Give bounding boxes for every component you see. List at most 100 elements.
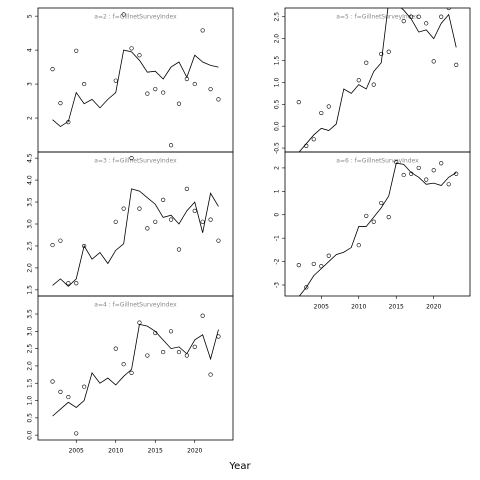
point [379, 200, 384, 206]
y-tick-label: 0 [274, 213, 281, 217]
y-tick-label: 4.0 [27, 175, 34, 185]
y-tick-label: 2.5 [27, 344, 34, 354]
y-tick-label: 3.0 [27, 326, 34, 336]
y-tick-label: 2.0 [274, 34, 281, 44]
point [161, 197, 166, 202]
point [208, 87, 213, 92]
point [50, 67, 55, 72]
point [416, 14, 421, 19]
plot-area [296, 159, 459, 296]
line [298, 162, 457, 296]
panel-title: a=3 : f=GillnetSurveyIndex [94, 158, 177, 165]
point [431, 168, 436, 173]
point [82, 243, 87, 249]
point [121, 206, 126, 211]
x-tick-label: 2005 [69, 448, 84, 455]
point [161, 90, 166, 95]
point [153, 219, 158, 224]
point [401, 172, 406, 178]
panel: a=2 : f=GillnetSurveyIndex 2 3 4 5 [27, 7, 234, 153]
panel-title: a=5 : f=GillnetSurveyIndex [336, 14, 419, 21]
point [364, 213, 369, 219]
x-tick-label: 2010 [108, 448, 123, 455]
x-tick-label: 2020 [426, 304, 441, 311]
point [192, 81, 197, 87]
point [82, 384, 87, 389]
y-tick-label: 4.5 [27, 153, 34, 163]
point [161, 349, 166, 355]
point [311, 261, 316, 267]
point [356, 78, 361, 83]
line [52, 323, 219, 417]
y-tick-label: 3 [27, 82, 34, 86]
point [296, 262, 301, 268]
point [121, 362, 126, 367]
y-tick-label: 3.0 [27, 219, 34, 229]
point [208, 217, 213, 222]
y-tick-label: 0.0 [274, 121, 281, 131]
point [168, 329, 174, 334]
point [386, 49, 391, 54]
point [319, 110, 324, 116]
point [74, 431, 79, 436]
plot-area [50, 12, 221, 148]
point [454, 62, 459, 67]
point [113, 219, 118, 224]
point [145, 91, 150, 96]
y-tick-label: 1.0 [27, 396, 34, 406]
y-tick-label: -0.5 [274, 142, 281, 154]
plot-area [296, 4, 459, 152]
plot-area [50, 313, 221, 436]
y-tick-label: 0.0 [27, 430, 34, 440]
y-tick-label: 4 [27, 48, 34, 52]
point [394, 4, 398, 8]
y-tick-label: 1 [274, 189, 281, 193]
point [192, 208, 197, 213]
line [52, 49, 219, 128]
point [439, 161, 444, 166]
point [192, 344, 197, 349]
point [326, 104, 331, 109]
point [446, 182, 451, 187]
point [364, 60, 369, 65]
point [446, 8, 451, 11]
point [326, 253, 331, 258]
panel-frame [284, 7, 471, 153]
point [50, 242, 55, 248]
point [121, 12, 126, 17]
point [113, 346, 118, 351]
point [58, 100, 63, 106]
point [176, 101, 182, 106]
point [401, 19, 406, 24]
x-tick-label: 2015 [148, 448, 163, 455]
y-tick-label: 2.5 [27, 241, 34, 251]
panel: a=5 : f=GillnetSurveyIndex -0.5 0.0 0.5 1.0 1… [274, 4, 471, 154]
panel-frame [37, 151, 234, 297]
panel: a=6 : f=GillnetSurveyIndex -3 -2 -1 0 1 2 2005 2… [274, 151, 471, 311]
x-tick-label: 2005 [314, 304, 329, 311]
y-tick-label: 3.5 [27, 309, 34, 319]
point [296, 100, 301, 105]
point [216, 97, 221, 102]
point [137, 320, 142, 325]
y-tick-label: 1.5 [27, 378, 34, 388]
y-tick-label: 3.5 [27, 197, 34, 207]
point [145, 226, 150, 231]
panel: a=3 : f=GillnetSurveyIndex 1.5 2.0 2.5 3.0 3.… [27, 151, 234, 297]
point [113, 78, 118, 83]
point [66, 394, 71, 400]
point [176, 247, 182, 252]
y-tick-label: 1.0 [274, 77, 281, 87]
y-tick-label: 2.0 [27, 361, 34, 371]
y-tick-label: 5 [27, 14, 34, 18]
point [184, 186, 189, 191]
point [129, 156, 134, 161]
x-tick-label: 2010 [351, 304, 366, 311]
point [74, 281, 79, 286]
x-tick-label: 2020 [187, 448, 202, 455]
panel: a=4 : f=GillnetSurveyIndex 0.0 0.5 1.0 1.5 2.… [27, 295, 234, 455]
x-tick-label: 2015 [389, 304, 404, 311]
point [129, 370, 134, 375]
y-tick-label: 0.5 [274, 99, 281, 109]
